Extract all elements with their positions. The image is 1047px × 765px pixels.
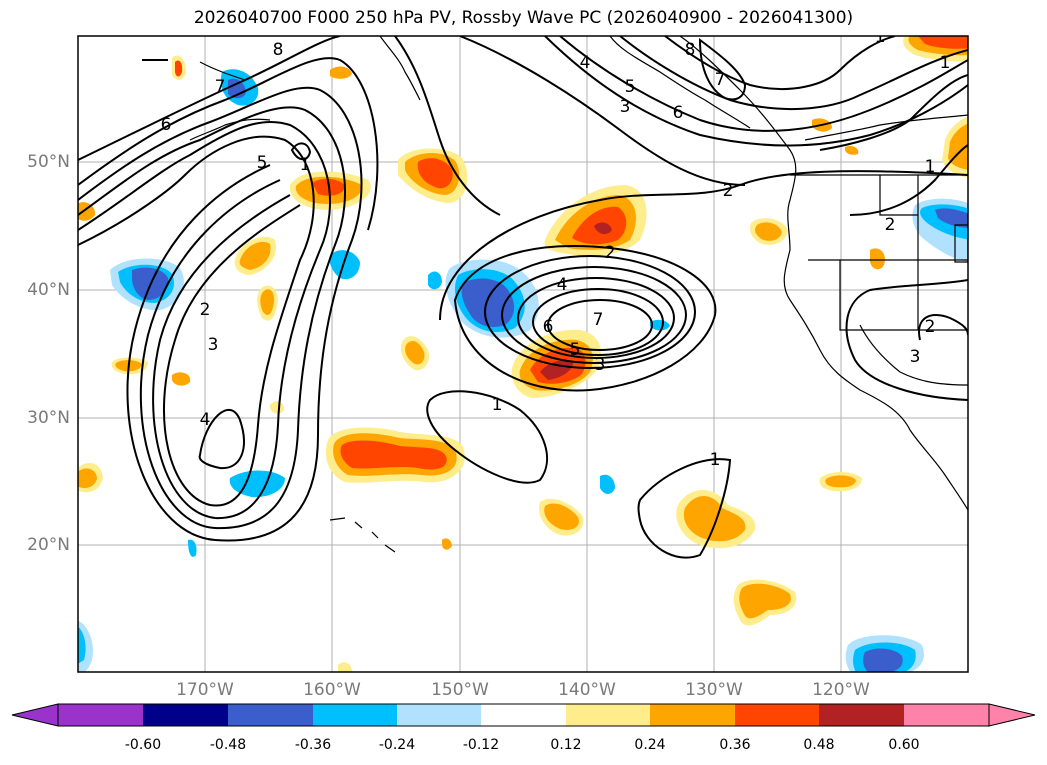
colorbar-tick-label: -0.24 [378,737,416,753]
contour-label: 1 [940,53,951,73]
map-frame [77,35,969,673]
map-title: 2026040700 F000 250 hPa PV, Rossby Wave … [193,8,854,28]
colorbar-tick-label: 0.48 [803,737,835,753]
contour-label: 6 [161,115,172,135]
contour-label: 1 [925,157,936,177]
contour-label: 7 [215,77,226,97]
contour-label: 6 [543,317,554,337]
lat-label: 40°N [27,280,70,300]
lon-label: 120°W [812,680,870,700]
contour-label: 3 [620,97,631,117]
contour-label: 4 [580,53,591,73]
lon-label: 130°W [685,680,743,700]
contour-label: 7 [593,310,604,330]
lon-label: 160°W [303,680,361,700]
contour-label: 3 [910,347,921,367]
contour-label: 6 [673,103,684,123]
contour-label: 3 [208,335,219,355]
contour-label: 4 [200,410,211,430]
colorbar-tick-label: -0.60 [124,737,162,753]
colorbar-tick-label: -0.36 [294,737,332,753]
contour-label: 1 [875,27,886,47]
colorbar-tick-label: 0.36 [719,737,751,753]
colorbar-extend-high [988,703,1036,727]
contour-label: 2 [200,300,211,320]
lat-label: 30°N [27,408,70,428]
map-canvas: 8 7 6 5 4 3 2 1 8 5 4 3 6 7 2 1 1 2 3 4 … [78,27,968,672]
contour-label: 7 [715,70,726,90]
contour-label: 2 [885,215,896,235]
contour-label: 5 [570,340,581,360]
colorbar-tick-label: -0.12 [462,737,500,753]
contour-label: 4 [557,275,568,295]
colorbar-tick-label: 0.12 [550,737,582,753]
colorbar [11,703,1036,727]
contour-label: 8 [273,40,284,60]
contour-label: 2 [605,243,616,263]
pv-contours [78,36,968,559]
lon-label: 150°W [431,680,489,700]
coastlines [189,36,968,553]
contour-label: 5 [625,77,636,97]
contour-label: 1 [300,155,311,175]
contour-label: 1 [492,395,503,415]
lat-label: 50°N [27,152,70,172]
contour-label: 3 [595,355,606,375]
colorbar-extend-low [11,703,59,727]
colorbar-tick-label: 0.24 [634,737,666,753]
contour-label: 1 [710,450,721,470]
contour-label: 2 [925,317,936,337]
contour-labels: 8 7 6 5 4 3 2 1 8 5 4 3 6 7 2 1 1 2 3 4 … [161,27,951,470]
lon-label: 170°W [176,680,234,700]
contour-label: 2 [723,181,734,201]
contour-label: 5 [257,153,268,173]
colorbar-tick-label: -0.48 [209,737,247,753]
lat-label: 20°N [27,535,70,555]
colorbar-tick-label: 0.60 [888,737,920,753]
contour-label: 8 [685,40,696,60]
lon-label: 140°W [558,680,616,700]
